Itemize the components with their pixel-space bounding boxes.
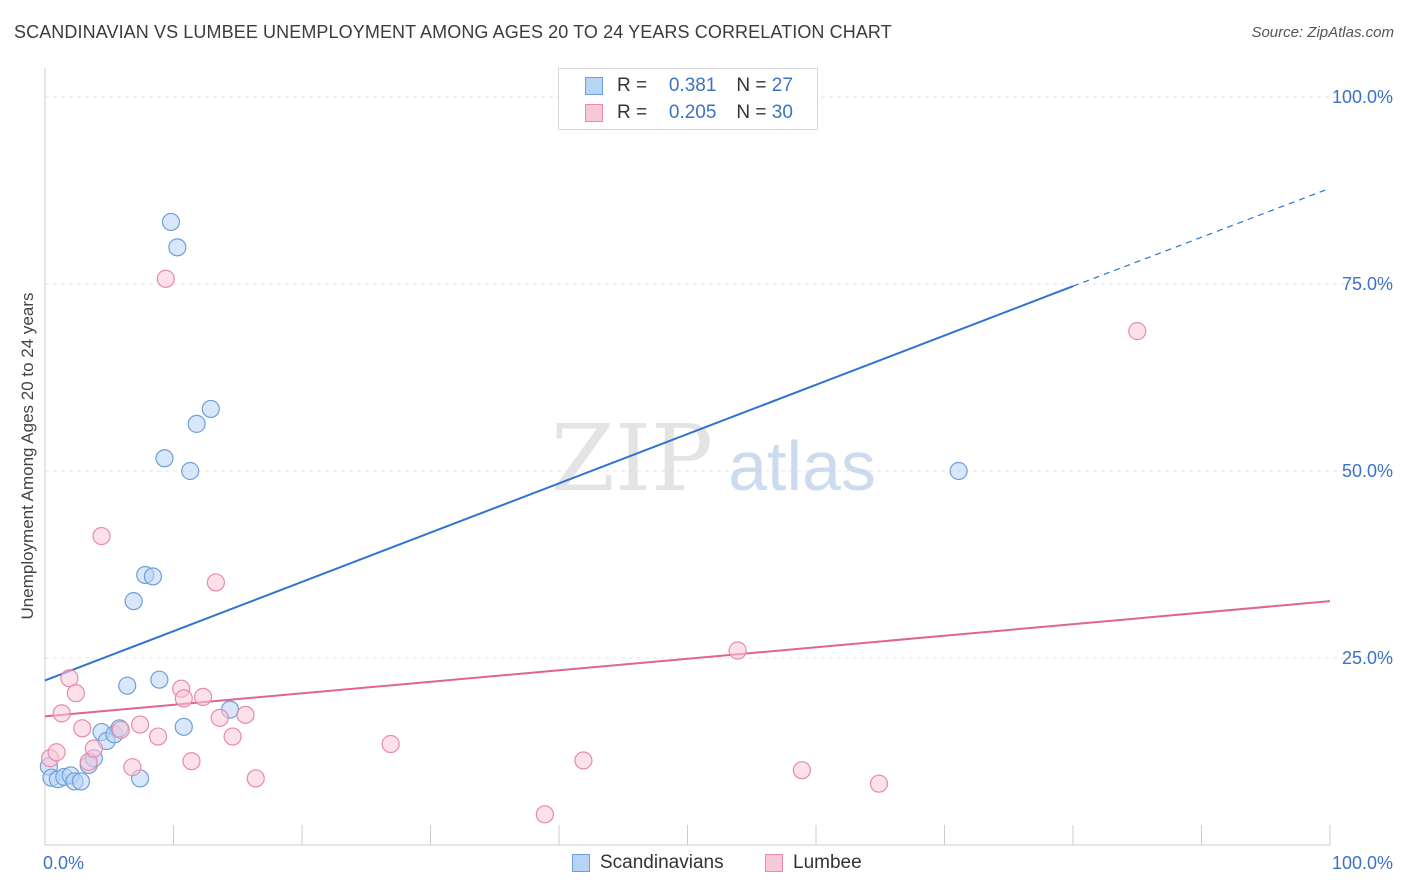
data-points <box>39 212 1147 824</box>
gridlines <box>45 96 1392 659</box>
legend-n-value: 27 <box>771 75 793 96</box>
point-scandinavians <box>71 772 91 791</box>
x-tick-label: 0.0% <box>43 853 84 873</box>
point-scandinavians <box>161 212 181 232</box>
legend-r-value: 0.205 <box>668 102 717 123</box>
y-tick-label: 50.0% <box>1342 461 1393 481</box>
point-scandinavians <box>124 592 143 611</box>
bottom-swatch-pink <box>765 854 783 872</box>
point-lumbee <box>792 761 811 780</box>
point-lumbee <box>52 704 71 723</box>
bottom-legend-scandinavians: Scandinavians <box>572 852 724 874</box>
y-tick-label: 100.0% <box>1332 87 1393 107</box>
point-scandinavians <box>949 461 968 481</box>
legend-n-value: 30 <box>771 102 793 123</box>
point-scandinavians <box>174 717 193 736</box>
trend-lines <box>44 187 1331 718</box>
point-scandinavians <box>143 567 163 586</box>
point-scandinavians <box>150 670 169 689</box>
legend-n-label: N = <box>736 102 767 123</box>
point-lumbee <box>47 743 66 762</box>
point-scandinavians <box>187 414 206 433</box>
point-lumbee <box>111 720 130 739</box>
y-tick-label: 75.0% <box>1342 274 1393 294</box>
legend-r-label: R = <box>617 75 648 96</box>
legend-row-lumbee: R = 0.205 N = 30 <box>585 100 793 126</box>
point-lumbee <box>574 751 593 770</box>
bottom-legend-lumbee: Lumbee <box>765 852 862 874</box>
point-lumbee <box>156 269 175 288</box>
watermark-zip: ZIP <box>551 405 713 512</box>
bottom-legend-label: Lumbee <box>793 852 862 873</box>
point-lumbee <box>223 727 242 746</box>
point-scandinavians <box>168 238 187 257</box>
y-axis-label: Unemployment Among Ages 20 to 24 years <box>18 292 37 620</box>
watermark-atlas: atlas <box>728 427 876 505</box>
watermark: ZIP atlas <box>551 405 876 512</box>
point-lumbee <box>84 739 103 758</box>
point-lumbee <box>210 708 229 727</box>
point-lumbee <box>130 715 150 734</box>
trend-line-scandinavians <box>44 285 1074 682</box>
axes <box>44 68 1331 846</box>
trend-line-lumbee <box>44 600 1331 718</box>
point-lumbee <box>246 769 265 788</box>
legend-swatch-pink <box>585 104 603 122</box>
point-lumbee <box>148 727 168 746</box>
bottom-swatch-blue <box>572 854 590 872</box>
tick-labels: 25.0% 50.0% 75.0% 100.0% 0.0% 100.0% <box>43 87 1393 873</box>
point-lumbee <box>174 689 193 708</box>
x-tick-label: 100.0% <box>1332 853 1393 873</box>
trend-line-scandinavians-extension <box>1072 187 1331 287</box>
point-lumbee <box>728 641 747 660</box>
correlation-legend: R = 0.381 N = 27 R = 0.205 N = 30 <box>558 68 818 130</box>
chart-title: SCANDINAVIAN VS LUMBEE UNEMPLOYMENT AMON… <box>14 22 892 42</box>
point-lumbee <box>193 687 213 706</box>
source-label: Source: ZipAtlas.com <box>1251 24 1394 41</box>
point-lumbee <box>73 719 92 738</box>
point-scandinavians <box>201 399 220 419</box>
point-scandinavians <box>118 676 137 695</box>
point-lumbee <box>381 734 400 754</box>
point-lumbee <box>92 526 111 546</box>
bottom-legend-label: Scandinavians <box>600 852 724 873</box>
legend-r-label: R = <box>617 102 648 123</box>
point-scandinavians <box>155 449 174 468</box>
point-lumbee <box>66 684 85 703</box>
y-tick-label: 25.0% <box>1342 648 1393 668</box>
legend-swatch-blue <box>585 77 603 95</box>
legend-r-value: 0.381 <box>668 75 717 96</box>
legend-row-scandinavians: R = 0.381 N = 27 <box>585 73 793 99</box>
point-lumbee <box>206 573 226 592</box>
point-scandinavians <box>181 461 200 481</box>
legend-n-label: N = <box>736 75 767 96</box>
point-lumbee <box>60 669 79 688</box>
point-lumbee <box>1128 322 1147 341</box>
point-lumbee <box>869 774 889 793</box>
point-lumbee <box>236 705 255 724</box>
point-lumbee <box>123 758 142 777</box>
point-lumbee <box>535 805 554 824</box>
point-lumbee <box>182 752 201 771</box>
